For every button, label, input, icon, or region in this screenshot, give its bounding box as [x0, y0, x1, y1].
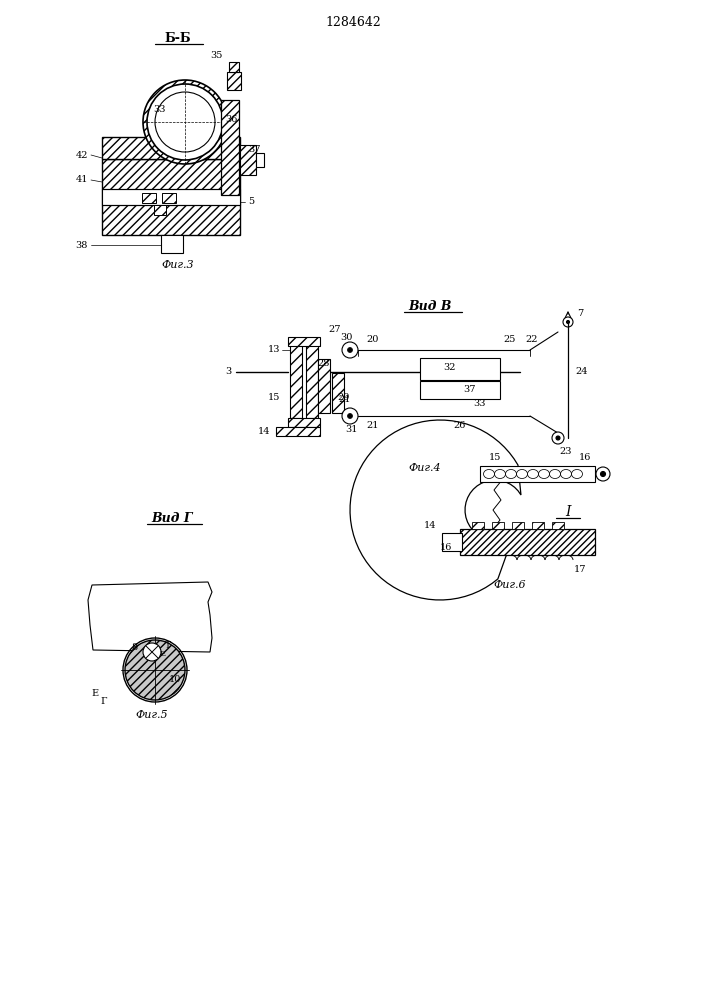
Text: 37: 37: [464, 385, 477, 394]
Bar: [290, 342, 302, 418]
Bar: [480, 466, 595, 482]
Bar: [332, 373, 344, 413]
Text: Вид В: Вид В: [408, 300, 452, 312]
Bar: [221, 100, 239, 195]
Text: 20: 20: [367, 336, 379, 344]
Text: Е: Е: [91, 688, 98, 698]
Polygon shape: [88, 582, 212, 652]
Text: 8: 8: [131, 644, 137, 652]
Bar: [420, 381, 500, 399]
Bar: [161, 235, 183, 253]
Bar: [276, 427, 320, 436]
Text: 21: 21: [339, 395, 351, 404]
Text: 1284642: 1284642: [325, 15, 381, 28]
Text: 30: 30: [340, 332, 352, 342]
Text: 5: 5: [248, 198, 254, 207]
Bar: [102, 159, 240, 235]
Circle shape: [125, 640, 185, 700]
Text: 33: 33: [153, 105, 166, 114]
Bar: [420, 358, 500, 380]
Circle shape: [563, 317, 573, 327]
Text: 3: 3: [226, 367, 232, 376]
Bar: [460, 529, 595, 555]
Bar: [154, 205, 166, 215]
Text: 36: 36: [225, 115, 238, 124]
Bar: [102, 189, 240, 205]
Bar: [229, 62, 239, 72]
Bar: [318, 359, 330, 413]
Circle shape: [147, 84, 223, 160]
Text: 27: 27: [329, 326, 341, 334]
Bar: [142, 193, 156, 203]
Bar: [227, 72, 241, 90]
Text: 7: 7: [577, 310, 583, 318]
Text: 37: 37: [248, 145, 260, 154]
Text: 14: 14: [423, 520, 436, 530]
Text: 31: 31: [346, 426, 358, 434]
Text: 32: 32: [444, 362, 456, 371]
Text: Фиг.4: Фиг.4: [409, 463, 441, 473]
Circle shape: [552, 432, 564, 444]
Circle shape: [155, 92, 215, 152]
Circle shape: [143, 643, 161, 661]
Text: Т: Т: [165, 642, 171, 650]
Circle shape: [348, 414, 353, 418]
Text: Фиг.5: Фиг.5: [136, 710, 168, 720]
Circle shape: [348, 348, 353, 353]
Text: 15: 15: [268, 392, 280, 401]
Circle shape: [342, 408, 358, 424]
Polygon shape: [350, 420, 521, 600]
Text: Е: Е: [160, 650, 166, 658]
Text: 28: 28: [318, 360, 330, 368]
Text: 10: 10: [169, 676, 181, 684]
Bar: [162, 193, 176, 203]
Bar: [512, 522, 524, 529]
Text: Фиг.6: Фиг.6: [493, 580, 526, 590]
Bar: [472, 522, 484, 529]
Circle shape: [566, 320, 570, 324]
Text: 16: 16: [440, 542, 452, 552]
Bar: [102, 137, 240, 159]
Text: 15: 15: [489, 454, 501, 462]
Text: I: I: [566, 505, 571, 519]
Text: Г: Г: [101, 698, 107, 706]
Text: 17: 17: [574, 566, 586, 574]
Text: 33: 33: [474, 398, 486, 408]
Bar: [306, 342, 318, 418]
Bar: [532, 522, 544, 529]
Text: 38: 38: [76, 240, 88, 249]
Circle shape: [600, 472, 605, 477]
Text: 35: 35: [210, 50, 222, 60]
Circle shape: [342, 342, 358, 358]
Text: 21: 21: [367, 422, 379, 430]
Text: 25: 25: [504, 336, 516, 344]
Circle shape: [596, 467, 610, 481]
Bar: [492, 522, 504, 529]
Bar: [240, 145, 256, 175]
Text: 22: 22: [526, 336, 538, 344]
Text: Фиг.3: Фиг.3: [162, 260, 194, 270]
Text: 29: 29: [338, 393, 350, 402]
Text: 23: 23: [560, 446, 572, 456]
Bar: [552, 522, 564, 529]
Bar: [288, 418, 320, 427]
Bar: [442, 533, 462, 551]
Text: 16: 16: [579, 454, 591, 462]
Text: Вид Г: Вид Г: [151, 512, 193, 524]
Text: 42: 42: [76, 150, 88, 159]
Text: 24: 24: [575, 367, 588, 376]
Text: Б-Б: Б-Б: [165, 31, 192, 44]
Text: 26: 26: [454, 422, 466, 430]
Bar: [288, 337, 320, 346]
Circle shape: [143, 80, 227, 164]
Circle shape: [556, 436, 560, 440]
Text: 14: 14: [257, 428, 270, 436]
Bar: [256, 153, 264, 167]
Text: 13: 13: [267, 346, 280, 355]
Text: 41: 41: [76, 176, 88, 184]
